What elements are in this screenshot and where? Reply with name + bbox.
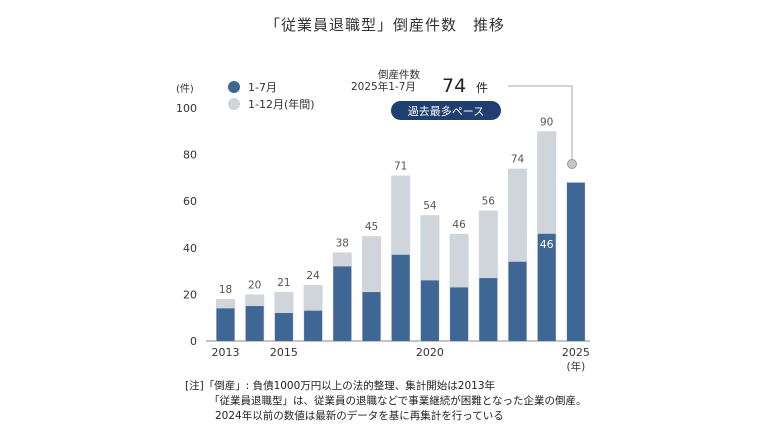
callout-target-dot (567, 159, 577, 169)
note-line-3: 2024年以前の数値は最新のデータを基に再集計を行っている (215, 410, 504, 422)
y-tick-label: 40 (183, 242, 197, 255)
y-tick-label: 20 (183, 288, 197, 301)
bar-jan-jul (420, 280, 439, 341)
bar-jan-jul (391, 254, 410, 341)
x-tick-label: 2015 (270, 346, 298, 359)
bar-jan-jul (508, 261, 527, 341)
callout-badge (391, 101, 501, 120)
callout-badge-text: 過去最多ペース (408, 104, 484, 118)
callout-value: 74 (442, 75, 466, 97)
legend-label-jan-jul: 1-7月 (248, 81, 277, 94)
legend-label-annual: 1-12月(年間) (248, 97, 315, 111)
bar-label-annual: 18 (219, 284, 232, 296)
legend-swatch-jan-jul (228, 81, 240, 93)
note-line-1: [注]「倒産」: 負債1000万円以上の法的整理、集計開始は2013年 (185, 380, 496, 392)
callout-unit: 件 (476, 81, 488, 95)
bar-jan-jul (537, 233, 556, 341)
x-tick-label: 2013 (212, 346, 240, 359)
bar-label-annual: 56 (482, 196, 496, 208)
bar-jan-jul (362, 292, 381, 341)
legend-swatch-annual (228, 98, 240, 110)
callout-leader-line (508, 85, 573, 163)
bar-label-annual: 21 (277, 277, 290, 289)
y-axis-unit-label: (件) (176, 83, 194, 95)
callout-label-line1: 倒産件数 (378, 69, 420, 81)
y-tick-label: 60 (183, 195, 197, 208)
bar-label-annual: 90 (540, 116, 553, 128)
bar-jan-jul (274, 313, 293, 341)
x-tick-label: 2025 (562, 346, 590, 359)
x-axis-unit-label: (年) (567, 360, 586, 373)
bar-jan-jul (245, 306, 264, 341)
bar-jan-jul (216, 308, 235, 341)
bar-label-annual: 38 (336, 237, 349, 249)
x-tick-label: 2020 (416, 346, 444, 359)
bar-jan-jul (333, 266, 352, 341)
callout-label-line2: 2025年1-7月 (351, 81, 416, 93)
bar-jan-jul (479, 278, 498, 341)
bar-label-annual: 54 (423, 200, 437, 212)
bar-label-annual: 74 (511, 154, 525, 166)
bar-label-jan-jul-2024: 46 (540, 238, 554, 251)
bar-label-annual: 24 (306, 270, 320, 282)
y-tick-label: 0 (190, 335, 197, 348)
bar-jan-jul (304, 310, 323, 341)
bar-label-annual: 46 (452, 219, 466, 231)
y-tick-label: 100 (176, 102, 197, 115)
note-line-2: 「従業員退職型」は、従業員の退職などで事業継続が困難となった企業の倒産。 (209, 395, 587, 407)
chart-title: 「従業員退職型」倒産件数 推移 (264, 16, 505, 34)
bar-jan-jul (450, 287, 469, 341)
bar-label-annual: 45 (365, 221, 378, 233)
bar-label-annual: 20 (248, 279, 261, 291)
y-tick-label: 80 (183, 149, 197, 162)
bar-label-annual: 71 (394, 161, 407, 173)
bar-jan-jul (566, 182, 585, 341)
